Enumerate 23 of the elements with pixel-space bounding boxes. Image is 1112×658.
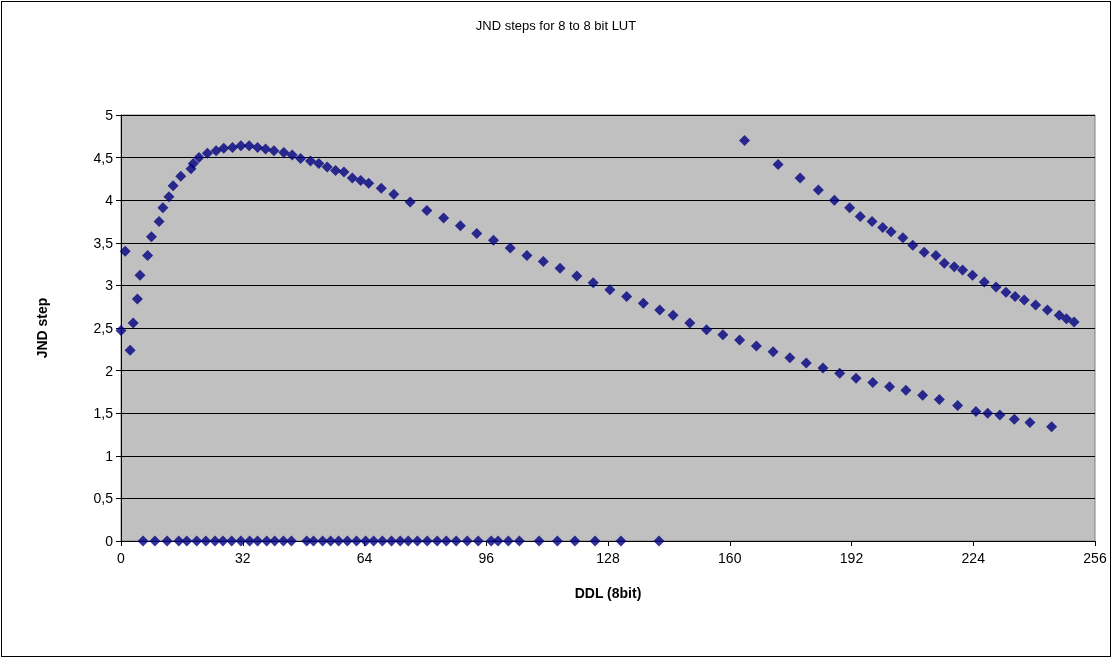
y-tick-label: 2,5 (93, 320, 114, 336)
y-tick-label: 3,5 (93, 234, 114, 251)
y-tick-label: 1,5 (93, 405, 114, 422)
y-tick-label: 0 (105, 533, 114, 549)
x-tick-label: 128 (596, 550, 620, 566)
x-tick-label: 192 (839, 550, 864, 566)
x-tick-label: 160 (718, 550, 742, 566)
y-axis-title: JND step (34, 297, 50, 359)
x-tick-label: 224 (961, 550, 986, 566)
y-tick-label: 4 (105, 192, 114, 209)
x-tick-label: 96 (478, 550, 495, 566)
y-tick-label: 0,5 (93, 490, 114, 507)
x-tick-label: 32 (234, 550, 251, 566)
y-tick-label: 4,5 (93, 149, 114, 166)
y-tick-label: 5 (105, 107, 114, 123)
y-tick-label: 2 (105, 362, 114, 379)
x-tick-label: 0 (117, 550, 126, 566)
y-tick-label: 3 (105, 277, 114, 294)
x-tick-label: 256 (1083, 550, 1107, 566)
x-tick-label: 64 (356, 550, 373, 566)
chart-title: JND steps for 8 to 8 bit LUT (475, 18, 637, 33)
y-tick-label: 1 (105, 447, 114, 464)
x-axis-title: DDL (8bit) (574, 585, 642, 601)
